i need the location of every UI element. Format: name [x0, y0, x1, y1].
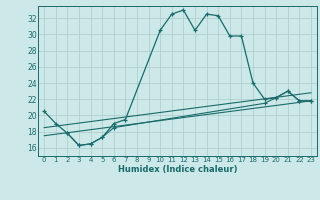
- X-axis label: Humidex (Indice chaleur): Humidex (Indice chaleur): [118, 165, 237, 174]
